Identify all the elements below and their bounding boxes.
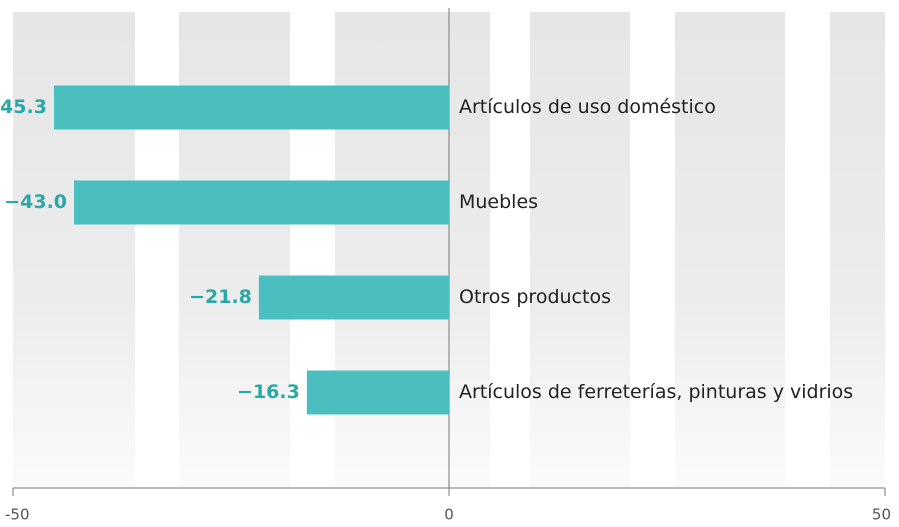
- bar: [53, 85, 449, 130]
- value-label: −21.8: [189, 286, 252, 308]
- category-label: Otros productos: [459, 286, 611, 308]
- category-label: Artículos de ferreterías, pinturas y vid…: [459, 381, 853, 403]
- x-tick-label: -50: [5, 506, 30, 524]
- category-label: Artículos de uso doméstico: [459, 96, 716, 118]
- value-label: 45.3: [0, 96, 47, 118]
- category-label: Muebles: [459, 191, 538, 213]
- x-tick-label: 0: [444, 506, 454, 524]
- x-tick-label: 50: [872, 506, 891, 524]
- value-label: −43.0: [4, 191, 67, 213]
- bar: [74, 180, 449, 225]
- value-label: −16.3: [237, 381, 300, 403]
- bar: [258, 275, 449, 320]
- bar: [306, 370, 449, 415]
